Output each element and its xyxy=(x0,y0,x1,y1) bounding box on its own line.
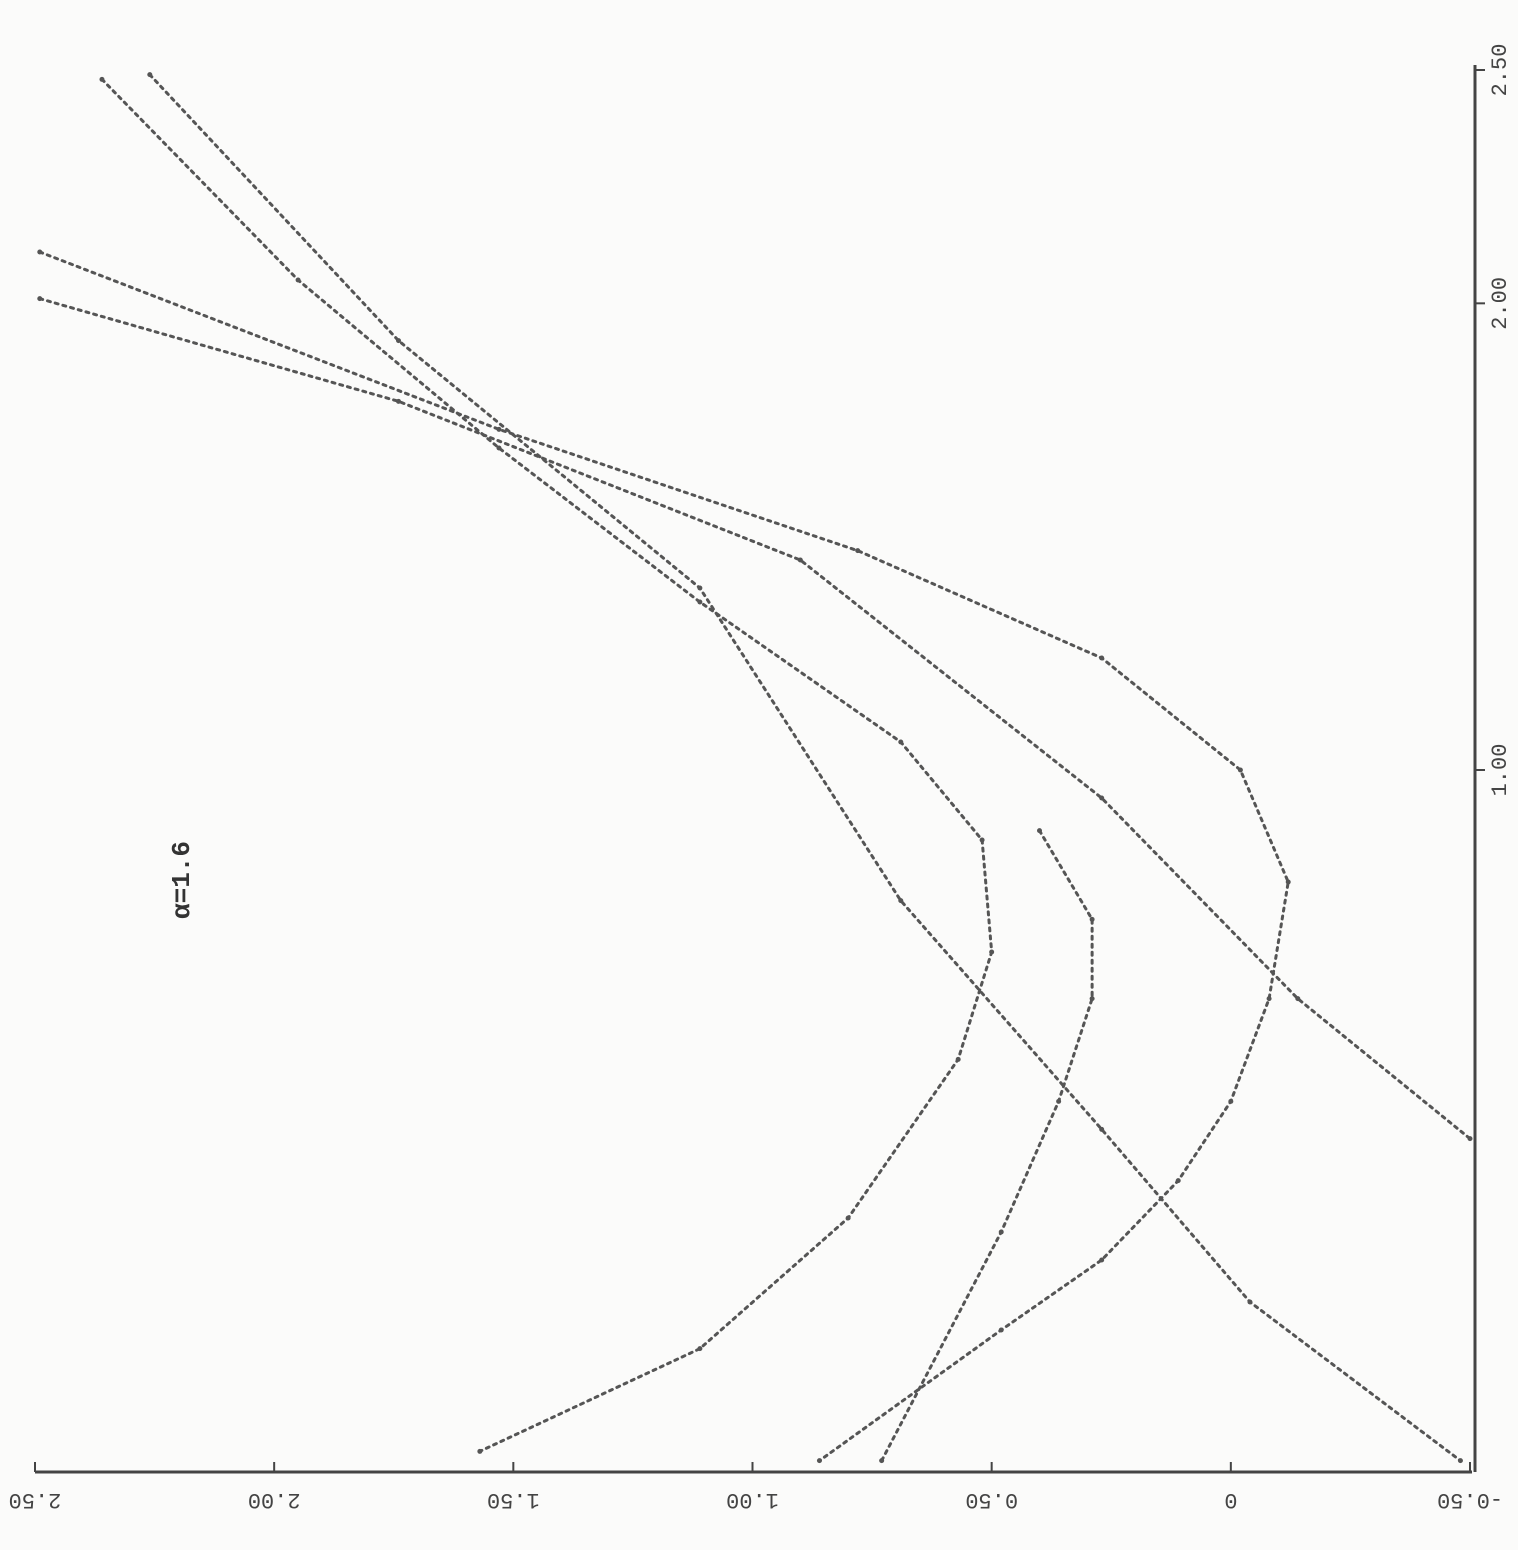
attractor-band xyxy=(38,297,1472,1141)
x-tick-label: 1.50 xyxy=(487,1487,540,1512)
point xyxy=(496,426,502,432)
point xyxy=(898,739,904,745)
point xyxy=(797,557,803,563)
point xyxy=(998,1327,1004,1333)
point xyxy=(1247,1299,1253,1305)
attractor-band xyxy=(38,250,1290,1463)
point xyxy=(1457,1458,1463,1464)
point xyxy=(1099,1257,1105,1263)
x-tick-label: 1.00 xyxy=(726,1487,779,1512)
point xyxy=(37,296,43,302)
point xyxy=(697,1346,703,1352)
point xyxy=(1266,996,1272,1002)
point xyxy=(496,445,502,451)
point xyxy=(845,1215,851,1221)
point xyxy=(1175,1178,1181,1184)
point xyxy=(1099,1126,1105,1132)
point xyxy=(1237,767,1243,773)
point xyxy=(1099,655,1105,661)
point xyxy=(99,76,105,82)
x-tick-label: 2.00 xyxy=(248,1487,301,1512)
x-tick-label: 0.50 xyxy=(965,1487,1018,1512)
y-tick-label: 2.00 xyxy=(1488,277,1513,330)
point xyxy=(697,599,703,605)
point xyxy=(855,548,861,554)
point xyxy=(37,249,43,255)
attractor-band xyxy=(148,73,1462,1463)
x-tick-label: 2.50 xyxy=(9,1487,62,1512)
point xyxy=(898,898,904,904)
point xyxy=(1037,828,1042,834)
point xyxy=(879,1458,885,1464)
y-tick-label: 1.00 xyxy=(1488,744,1513,797)
point xyxy=(477,1448,483,1454)
point xyxy=(295,277,301,283)
point xyxy=(998,1229,1004,1235)
point xyxy=(1467,1136,1473,1142)
annotation: α=1.6 xyxy=(167,841,197,919)
point xyxy=(396,398,402,404)
point xyxy=(1295,996,1301,1002)
point xyxy=(1056,1098,1062,1104)
point xyxy=(396,338,402,344)
point xyxy=(697,585,703,591)
point xyxy=(816,1458,822,1464)
attractor-band xyxy=(100,77,994,1453)
point xyxy=(1089,916,1095,922)
point xyxy=(1099,795,1105,801)
point xyxy=(147,72,153,78)
point xyxy=(989,949,995,955)
point xyxy=(955,1056,961,1062)
x-tick-label: 0 xyxy=(1224,1487,1237,1512)
point xyxy=(1089,996,1095,1002)
point xyxy=(1285,879,1291,885)
x-tick-label: -0.50 xyxy=(1437,1487,1503,1512)
point xyxy=(979,837,985,843)
y-tick-label: 2.50 xyxy=(1488,44,1513,97)
attractor-band xyxy=(880,829,1094,1463)
point xyxy=(1228,1098,1234,1104)
